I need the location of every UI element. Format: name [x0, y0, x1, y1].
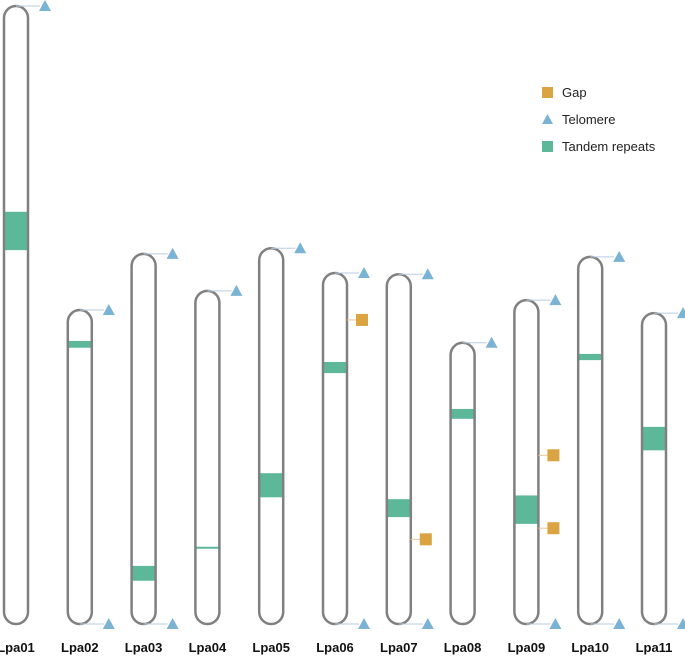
chromosome-label: Lpa05 [252, 640, 290, 655]
chromosome-label: Lpa07 [380, 640, 418, 655]
telomere-marker [358, 618, 370, 629]
tandem-repeat [386, 499, 411, 518]
chromosome-body [578, 256, 603, 624]
telomere-marker [613, 618, 626, 629]
telomere-marker [421, 268, 434, 280]
telomere-marker [549, 618, 562, 629]
chromosome-label: Lpa04 [189, 640, 227, 655]
chromosome-body [131, 253, 156, 624]
tandem-repeat [259, 473, 284, 498]
telomere-marker [230, 284, 243, 296]
legend-telomere-icon [542, 114, 553, 124]
chromosome-label: Lpa01 [0, 640, 35, 655]
telomere-marker [102, 304, 115, 316]
chromosome-body [642, 313, 666, 624]
telomere-marker [485, 336, 498, 348]
chromosome-label: Lpa09 [508, 640, 546, 655]
telomere-marker [166, 247, 179, 259]
tandem-repeat [450, 408, 475, 419]
telomere-marker [166, 618, 179, 629]
legend-telomere-label: Telomere [562, 112, 615, 127]
tandem-repeat [323, 361, 347, 374]
telomere-marker [549, 294, 562, 306]
tandem-repeat [578, 353, 603, 361]
tandem-repeat [195, 546, 220, 549]
chromosome-body [450, 342, 475, 624]
legend-gap-label: Gap [562, 85, 587, 100]
chromosome-label: Lpa11 [636, 640, 673, 655]
tandem-repeat [642, 426, 666, 451]
chromosome-body [259, 248, 284, 625]
gap-marker [356, 313, 368, 326]
gap-marker [547, 522, 560, 535]
telomere-marker [358, 266, 370, 278]
chromosome-body [4, 6, 28, 624]
chromosome-body [514, 300, 539, 624]
chromosome-label: Lpa02 [61, 640, 99, 655]
tandem-repeat [4, 211, 28, 251]
gap-marker [419, 533, 432, 546]
telomere-marker [102, 618, 115, 629]
telomere-marker [613, 250, 626, 262]
telomere-marker [421, 618, 434, 629]
tandem-repeat [131, 565, 156, 581]
chromosome-label: Lpa06 [316, 640, 354, 655]
telomere-marker [677, 307, 685, 319]
chromosome-label: Lpa10 [571, 640, 609, 655]
chromosome-body [67, 310, 92, 624]
telomere-marker [677, 618, 685, 629]
chromosome-label: Lpa03 [125, 640, 163, 655]
chromosome-body [323, 272, 347, 624]
gap-marker [547, 449, 560, 462]
chromosome-body [195, 290, 220, 624]
chromosome-body [386, 274, 411, 624]
tandem-repeat [514, 495, 539, 524]
telomere-marker [39, 0, 51, 11]
legend: Gap Telomere Tandem repeats [542, 85, 656, 154]
tandem-repeat [67, 340, 92, 348]
chromosome-label: Lpa08 [444, 640, 482, 655]
legend-tandem-label: Tandem repeats [562, 139, 656, 154]
telomere-marker [294, 242, 307, 254]
legend-tandem-icon [542, 141, 553, 152]
legend-gap-icon [542, 87, 553, 98]
